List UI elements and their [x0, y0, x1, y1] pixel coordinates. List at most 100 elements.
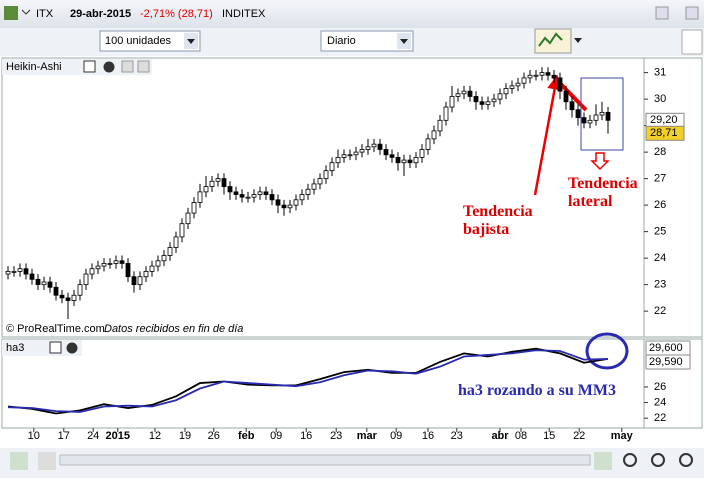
- window-button[interactable]: [655, 6, 669, 20]
- x-tick-label: 15: [543, 430, 555, 442]
- y-tick-label: 30: [654, 93, 666, 105]
- candle-body: [479, 101, 485, 105]
- annotation-box: ha3 rozando a su MM3: [458, 382, 616, 399]
- indicator-line: [7, 347, 609, 415]
- period-select[interactable]: [320, 30, 414, 52]
- dropdown-arrow: [400, 39, 408, 44]
- quantity-select[interactable]: [99, 30, 201, 52]
- candle-body: [29, 273, 35, 280]
- candle-body: [491, 98, 497, 103]
- x-tick-label: may: [611, 430, 634, 442]
- pane-close[interactable]: [103, 61, 115, 73]
- symbol: ITX: [36, 8, 54, 20]
- candle-body: [203, 186, 209, 193]
- pane-close[interactable]: [66, 342, 78, 354]
- pane-title: ha3: [6, 342, 24, 354]
- credit: © ProRealTime.com: [6, 323, 105, 335]
- x-tick-label: 23: [330, 430, 342, 442]
- quantity: 100 unidades: [105, 35, 172, 47]
- window-button[interactable]: [685, 6, 699, 20]
- y-tick-label: 23: [654, 279, 666, 291]
- y-tick-label: 27: [654, 173, 666, 185]
- side-button[interactable]: [681, 29, 703, 55]
- y-tick-label: 31: [654, 67, 666, 79]
- tool-button[interactable]: [594, 452, 612, 470]
- x-tick-label: mar: [357, 430, 378, 442]
- candle-body: [317, 178, 323, 185]
- tool-button[interactable]: [38, 452, 56, 470]
- candle-body: [377, 143, 383, 150]
- candle-body: [209, 180, 215, 187]
- x-tick-label: 09: [390, 430, 402, 442]
- price-tag: [645, 125, 685, 141]
- candle-body: [299, 194, 305, 201]
- candle-body: [527, 74, 533, 79]
- value-tag-label: 29,600: [649, 342, 683, 354]
- candle-body: [143, 270, 149, 278]
- candle-body: [485, 101, 491, 105]
- candle-body: [533, 74, 539, 77]
- candle-body: [593, 114, 599, 121]
- candle-body: [131, 276, 137, 286]
- candle-body: [179, 223, 185, 238]
- period: Diario: [327, 35, 356, 47]
- candle-body: [17, 268, 23, 272]
- candle-body: [323, 170, 329, 180]
- x-tick-label: 16: [300, 430, 312, 442]
- y-tick-label: 26: [654, 199, 666, 211]
- x-tick-label: 12: [149, 430, 161, 442]
- candle-body: [341, 154, 347, 158]
- candle-body: [221, 178, 227, 187]
- x-tick-label: feb: [238, 430, 255, 442]
- candle-body: [311, 183, 317, 190]
- x-tick-label: 26: [208, 430, 220, 442]
- note: Datos recibidos en fin de día: [104, 323, 243, 335]
- menu-arrow[interactable]: [21, 9, 31, 15]
- candle-body: [395, 157, 401, 164]
- pane-icon[interactable]: [121, 60, 134, 73]
- chart-type-button[interactable]: [534, 28, 572, 54]
- dropdown-arrow[interactable]: [574, 38, 582, 43]
- candle-body: [359, 149, 365, 153]
- scrollbar[interactable]: [59, 454, 591, 466]
- chart-type-icon: [538, 32, 563, 47]
- zoom-button[interactable]: [679, 453, 693, 467]
- candle-body: [47, 281, 53, 288]
- date: 29-abr-2015: [70, 8, 131, 20]
- candle-body: [251, 194, 257, 198]
- candle-body: [551, 74, 557, 79]
- candle-body: [473, 96, 479, 103]
- zoom-button[interactable]: [623, 453, 637, 467]
- app-icon[interactable]: [4, 6, 18, 20]
- x-tick-label: 09: [270, 430, 282, 442]
- x-tick-label: 2015: [106, 430, 130, 442]
- candle-body: [467, 90, 473, 97]
- pane-icon[interactable]: [49, 341, 62, 354]
- candle-body: [191, 202, 197, 214]
- x-tick-label: 10: [28, 430, 40, 442]
- value-tag: [645, 354, 691, 370]
- candle-body: [353, 151, 359, 156]
- candle-body: [119, 260, 125, 264]
- candle-body: [245, 196, 251, 199]
- candle-body: [77, 284, 83, 296]
- tool-button[interactable]: [10, 452, 28, 470]
- range-box: [580, 77, 624, 151]
- zoom-button[interactable]: [651, 453, 665, 467]
- highlight-circle: [585, 332, 629, 370]
- candle-body: [233, 191, 239, 195]
- candle-body: [503, 88, 509, 95]
- pane-icon[interactable]: [83, 60, 96, 73]
- candle-body: [581, 117, 587, 124]
- candle-body: [497, 93, 503, 100]
- x-tick-label: 24: [87, 430, 99, 442]
- pane-header: [2, 340, 82, 356]
- candle-body: [545, 72, 551, 76]
- candle-body: [437, 119, 443, 132]
- candle-body: [557, 77, 563, 92]
- pane-icon[interactable]: [137, 60, 150, 73]
- candle-body: [443, 106, 449, 121]
- candle-body: [167, 247, 173, 256]
- candle-body: [407, 159, 413, 164]
